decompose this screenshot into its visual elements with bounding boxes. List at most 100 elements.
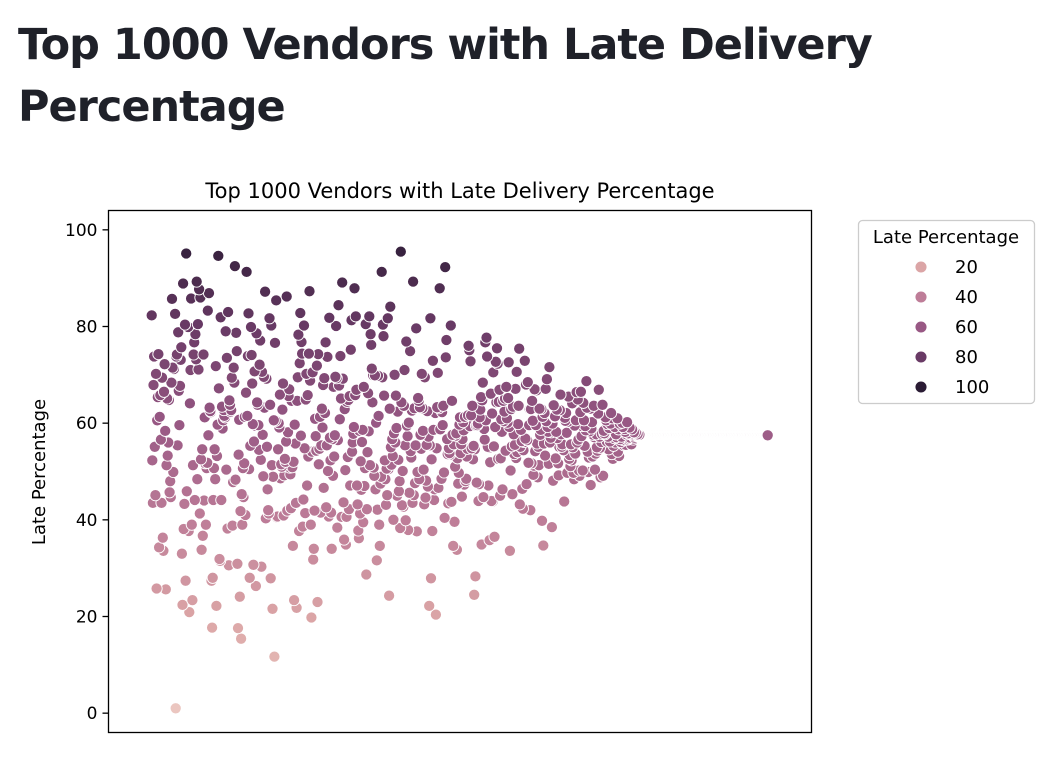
scatter-point [161, 449, 174, 462]
scatter-point [273, 388, 286, 401]
scatter-point [393, 475, 406, 488]
scatter-point [190, 275, 203, 288]
scatter-point [490, 342, 504, 355]
scatter-point [202, 429, 215, 442]
scatter-point [245, 348, 258, 362]
scatter-point [543, 361, 556, 374]
legend-swatch [914, 320, 928, 334]
scatter-point [424, 572, 438, 585]
scatter-point [262, 504, 275, 517]
scatter-point [264, 398, 277, 411]
scatter-point [251, 396, 264, 409]
scatter-point [215, 493, 228, 507]
y-tick-label: 20 [76, 608, 98, 628]
scatter-point [209, 473, 222, 486]
legend-swatch [914, 290, 928, 304]
scatter-point [253, 358, 266, 371]
scatter-point [305, 611, 318, 624]
scatter-point [337, 496, 350, 509]
scatter-point [249, 579, 262, 593]
scatter-point [304, 518, 317, 531]
scatter-point [240, 265, 253, 278]
scatter-point [247, 435, 261, 448]
scatter-point [407, 275, 420, 288]
scatter-point [375, 265, 388, 278]
scatter-point [526, 394, 539, 407]
scatter-point [212, 382, 225, 395]
scatter-point [370, 554, 383, 567]
scatter-point [416, 424, 430, 437]
legend-entries: 20 40 60 80 100 [914, 257, 989, 398]
scatter-point [231, 622, 245, 635]
plot-frame [107, 209, 813, 734]
scatter-point [280, 290, 293, 303]
scatter-point [197, 348, 210, 361]
scatter-point [317, 481, 330, 494]
scatter-point [235, 632, 248, 645]
scatter-point [309, 430, 322, 443]
scatter-point [424, 312, 437, 325]
legend-label: 20 [955, 257, 978, 278]
scatter-point [333, 413, 346, 426]
scatter-point [301, 389, 314, 402]
scatter-point [169, 702, 182, 715]
scatter-point [355, 435, 369, 449]
scatter-point [172, 326, 185, 339]
scatter-point [384, 300, 397, 313]
scatter-point [476, 376, 489, 389]
scatter-point [267, 414, 280, 427]
scatter-point [338, 533, 351, 546]
scatter-point [193, 507, 206, 520]
scatter-point [522, 456, 535, 469]
scatter-point [504, 464, 517, 477]
scatter-point [328, 429, 341, 442]
scatter-point [365, 338, 378, 351]
scatter-point [227, 361, 240, 374]
scatter-point [239, 386, 253, 399]
scatter-point [429, 608, 442, 621]
scatter-point [539, 449, 552, 462]
scatter-point [423, 599, 436, 612]
scatter-point [185, 518, 198, 531]
scatter-point [426, 354, 439, 367]
scatter-point [545, 521, 558, 534]
scatter-point [294, 306, 307, 320]
scatter-point [481, 350, 494, 363]
scatter-point [173, 419, 186, 432]
scatter-point [150, 582, 163, 595]
scatter-point [361, 446, 374, 459]
scatter-point [233, 590, 246, 603]
scatter-point [229, 473, 242, 486]
scatter-point [163, 486, 176, 499]
scatter-point [347, 420, 360, 434]
scatter-point [230, 326, 243, 339]
scatter-point [349, 310, 362, 323]
scatter-point [188, 493, 201, 507]
scatter-point [223, 394, 236, 407]
scatter-point [447, 539, 460, 552]
scatter-point [363, 310, 376, 323]
scatter-point [220, 351, 233, 364]
scatter-point [402, 416, 415, 429]
scatter-point [302, 347, 315, 360]
scatter-point [535, 514, 549, 527]
scatter-point [328, 450, 341, 463]
scatter-point [278, 452, 291, 465]
scatter-point [426, 524, 439, 538]
scatter-point [244, 320, 258, 334]
scatter-point [503, 544, 516, 557]
scatter-point [436, 419, 449, 432]
scatter-point [596, 398, 609, 411]
scatter-point [235, 488, 248, 501]
scatter-point [462, 339, 475, 352]
scatter-point [311, 595, 324, 609]
scatter-point [183, 397, 196, 410]
scatter-point [412, 391, 425, 405]
scatter-point [597, 469, 610, 482]
scatter-point [417, 463, 430, 476]
scatter-point [191, 318, 204, 331]
scatter-point [383, 402, 396, 415]
scatter-point [521, 376, 534, 389]
scatter-point [431, 366, 444, 379]
scatter-point [533, 402, 546, 415]
